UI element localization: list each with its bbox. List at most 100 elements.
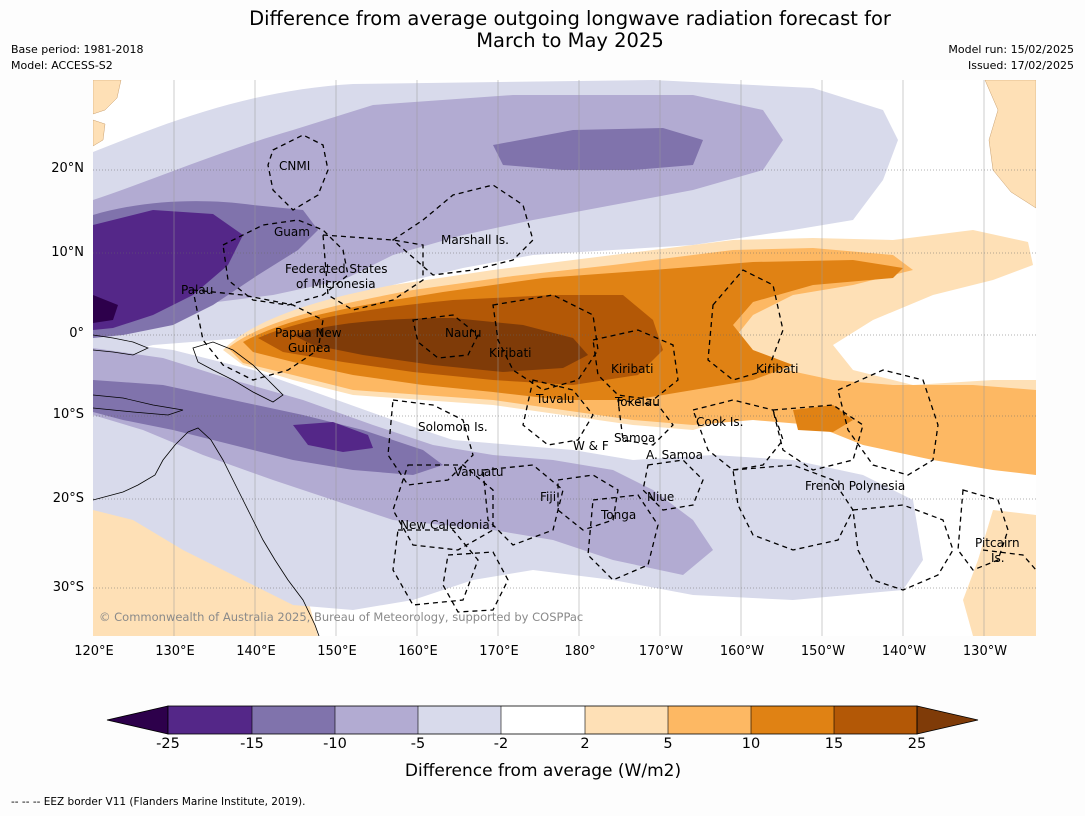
anomaly-west-darker <box>93 210 243 330</box>
label-kiribati-central: Kiribati <box>611 362 653 376</box>
label-guam: Guam <box>274 225 310 239</box>
label-kiribati-east: Kiribati <box>756 362 798 376</box>
label-niue: Niue <box>647 490 674 504</box>
colorbar-extend-high <box>916 705 979 735</box>
coastline-australia <box>93 427 320 636</box>
land-north-america <box>984 80 1036 209</box>
lat-label-20s: 20°S <box>52 491 84 506</box>
anomaly-west-darkest <box>93 295 118 323</box>
copyright-text: © Commonwealth of Australia 2025, Bureau… <box>99 610 583 624</box>
model-text: Model: ACCESS-S2 <box>11 59 113 72</box>
title-line-2: March to May 2025 <box>476 29 664 52</box>
label-palau: Palau <box>181 283 213 297</box>
land-australia <box>93 498 318 636</box>
lon-label-150e: 150°E <box>317 644 357 659</box>
colorbar-tick-3: -10 <box>323 736 347 752</box>
colorbar-bin-5 <box>501 706 585 734</box>
coastline-indonesia <box>93 334 149 356</box>
lon-label-160e: 160°E <box>398 644 438 659</box>
lat-label-30s: 30°S <box>52 580 84 595</box>
eez-borders <box>192 134 1036 613</box>
colorbar-tick-8: 10 <box>741 736 761 752</box>
label-samoa: Samoa <box>614 431 655 445</box>
label-fiji: Fiji <box>540 490 556 504</box>
colorbar-tick-1: -25 <box>156 736 180 752</box>
colorbar-extend-low <box>106 705 169 735</box>
lon-label-160w: 160°W <box>719 644 765 659</box>
label-nauru: Nauru <box>445 326 481 340</box>
label-tonga: Tonga <box>600 508 636 522</box>
land-north-coast <box>93 119 106 147</box>
colorbar-bin-3 <box>335 706 418 734</box>
label-pitcairn-line2: Is. <box>991 551 1005 565</box>
land-southeast <box>963 510 1036 636</box>
lon-label-130e: 130°E <box>155 644 195 659</box>
lon-label-140w: 140°W <box>881 644 927 659</box>
lon-label-120e: 120°E <box>74 644 114 659</box>
anomaly-east-darkest <box>293 318 588 372</box>
colorbar-bin-4 <box>418 706 501 734</box>
coastline-png <box>192 341 284 403</box>
anomaly-south-darker <box>293 422 373 452</box>
colorbar-tick-2: -15 <box>240 736 264 752</box>
label-tuvalu: Tuvalu <box>535 392 575 406</box>
longitude-gridlines <box>173 80 985 636</box>
label-wf: W & F <box>573 439 609 453</box>
colorbar-bin-2 <box>252 706 335 734</box>
colorbar-title: Difference from average (W/m2) <box>404 761 682 781</box>
label-fsm-line2: of Micronesia <box>296 277 376 291</box>
colorbar-bin-1 <box>168 706 252 734</box>
colorbar-bin-9 <box>834 706 917 734</box>
label-fsm-line1: Federated States <box>285 262 387 276</box>
label-png-line1: Papua New <box>275 326 342 340</box>
model-run-text: Model run: 15/02/2025 <box>948 43 1074 56</box>
chart-title: Difference from average outgoing longwav… <box>170 8 970 52</box>
colorbar-tick-7: 5 <box>663 736 673 752</box>
issued-text: Issued: 17/02/2025 <box>967 59 1074 72</box>
colorbar-tick-4: -5 <box>410 736 426 752</box>
lon-label-140e: 140°E <box>236 644 276 659</box>
anomaly-north-hawaii-dark <box>493 128 703 170</box>
colorbar-tick-6: 2 <box>580 736 590 752</box>
colorbar-tick-5: -2 <box>493 736 509 752</box>
lon-label-130w: 130°W <box>962 644 1008 659</box>
anomaly-east-orange-patch <box>793 405 853 432</box>
colorbar-tick-10: 25 <box>907 736 927 752</box>
label-french-polynesia: French Polynesia <box>805 479 905 493</box>
lat-label-10n: 10°N <box>51 245 84 260</box>
lat-label-0: 0° <box>69 326 84 341</box>
lon-label-170e: 170°E <box>479 644 519 659</box>
map-panel: CNMI Guam Marshall Is. Federated States … <box>93 80 1036 636</box>
coastline-sumatra <box>93 394 184 416</box>
lon-label-180: 180° <box>564 644 596 659</box>
meta-right: Model run: 15/02/2025 Issued: 17/02/2025 <box>948 42 1074 74</box>
lat-label-20n: 20°N <box>51 161 84 176</box>
meta-left: Base period: 1981-2018 Model: ACCESS-S2 <box>11 42 143 74</box>
label-vanuatu: Vanuatu <box>454 465 504 479</box>
label-pitcairn-line1: Pitcairn <box>975 536 1020 550</box>
anomaly-south-dark <box>93 380 443 475</box>
colorbar <box>106 705 979 735</box>
colorbar-bin-6 <box>585 706 668 734</box>
lon-label-150w: 150°W <box>800 644 846 659</box>
eez-footnote: -- -- -- EEZ border V11 (Flanders Marine… <box>11 796 306 808</box>
lat-label-10s: 10°S <box>52 407 84 422</box>
base-period-text: Base period: 1981-2018 <box>11 43 144 56</box>
colorbar-tick-9: 15 <box>824 736 844 752</box>
label-kiribati-west: Kiribati <box>489 346 531 360</box>
label-marshall: Marshall Is. <box>441 233 509 247</box>
label-a-samoa: A. Samoa <box>646 448 703 462</box>
lon-label-170w: 170°W <box>638 644 684 659</box>
label-cnmi: CNMI <box>279 159 310 173</box>
colorbar-bin-7 <box>668 706 751 734</box>
forecast-map: CNMI Guam Marshall Is. Federated States … <box>93 80 1036 636</box>
title-line-1: Difference from average outgoing longwav… <box>249 7 891 30</box>
latitude-gridlines <box>93 169 1036 589</box>
label-png-line2: Guinea <box>288 341 331 355</box>
land-asia <box>93 80 122 115</box>
label-solomon: Solomon Is. <box>418 420 488 434</box>
label-tokelau: Tokelau <box>614 395 660 409</box>
label-cook: Cook Is. <box>696 415 743 429</box>
colorbar-bin-8 <box>751 706 834 734</box>
label-new-caledonia: New Caledonia <box>400 518 490 532</box>
